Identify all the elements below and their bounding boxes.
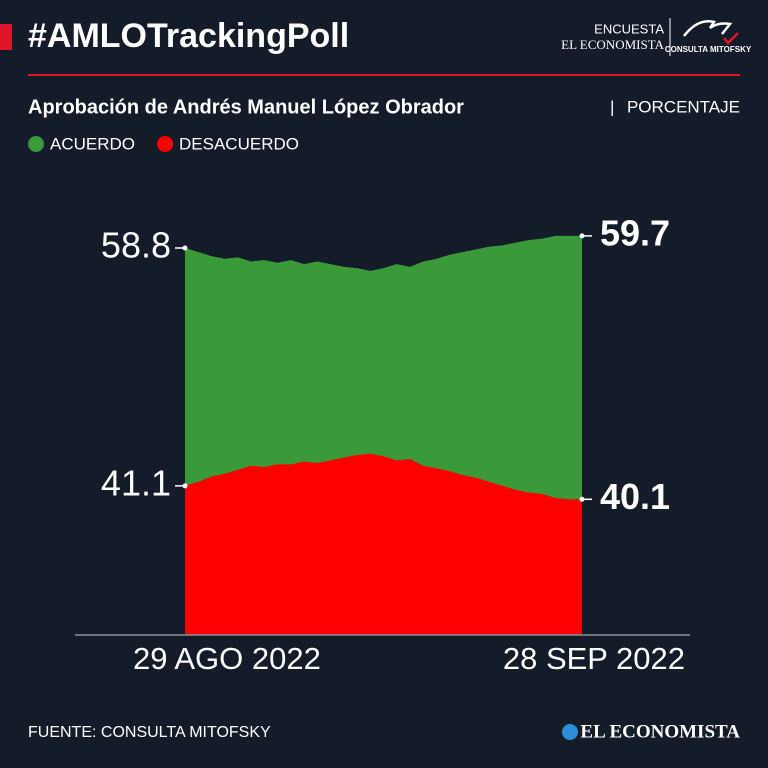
- source: FUENTE: CONSULTA MITOFSKY: [28, 724, 271, 741]
- brand-check: [723, 32, 739, 45]
- x-tick-label: 29 AGO 2022: [133, 641, 321, 676]
- unit-label: PORCENTAJE: [627, 97, 740, 116]
- point: [182, 483, 188, 489]
- point: [579, 496, 585, 502]
- legend: ACUERDO DESACUERDO: [28, 134, 299, 153]
- brand-partner: CONSULTA MITOFSKY: [665, 45, 752, 54]
- footer-brand: EL ECONOMISTA: [580, 721, 740, 742]
- brand-name: EL ECONOMISTA: [561, 37, 664, 52]
- area: [185, 453, 582, 635]
- legend-swatch: [28, 136, 44, 152]
- x-tick-label: 28 SEP 2022: [503, 641, 685, 676]
- brand-top: ENCUESTA: [594, 21, 664, 36]
- legend-swatch: [157, 136, 174, 152]
- data-label: 41.1: [101, 462, 171, 503]
- point: [182, 245, 188, 251]
- data-label: 40.1: [600, 476, 670, 517]
- point: [579, 233, 585, 239]
- brand-logo: [683, 20, 733, 37]
- plot: 58.8 59.7 41.1 40.1 29 AGO 2022 28 SEP 2022: [75, 212, 690, 676]
- legend-label: DESACUERDO: [179, 134, 299, 153]
- separator: |: [610, 97, 614, 116]
- chart-title: #AMLOTrackingPoll: [28, 17, 349, 55]
- data-label: 58.8: [101, 225, 171, 266]
- footer-logo-icon: [562, 724, 578, 740]
- data-label: 59.7: [600, 212, 670, 253]
- accent-bar: [0, 24, 12, 50]
- legend-label: ACUERDO: [50, 134, 135, 153]
- subtitle: Aprobación de Andrés Manuel López Obrado…: [28, 96, 464, 118]
